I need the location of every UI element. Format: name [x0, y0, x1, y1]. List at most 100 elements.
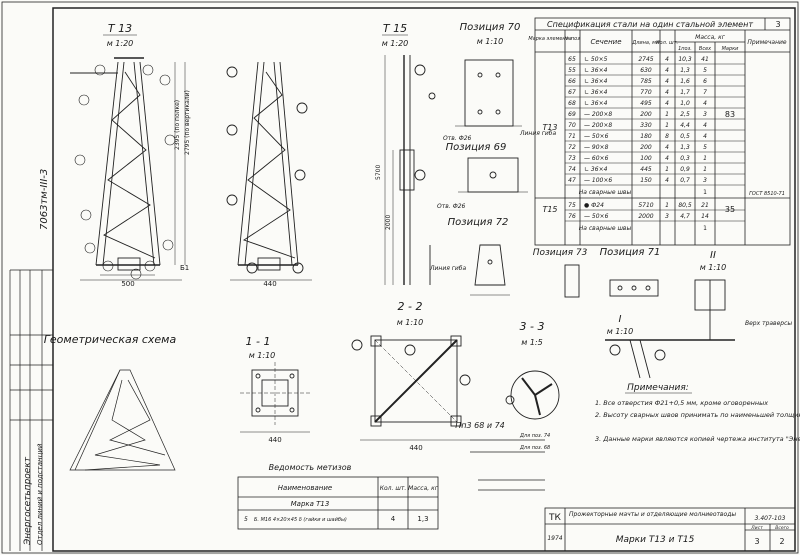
- spec-cell-qty: 4: [665, 100, 669, 107]
- sec11-scale: м 1:10: [249, 351, 276, 360]
- title-block-grid: [544, 507, 796, 552]
- spec-h-mass: Масса, кг: [695, 34, 726, 41]
- spec-t13-welds: 1: [703, 189, 707, 196]
- stamp-number: 7063тм-III-3: [39, 169, 50, 230]
- spec-cell-m_all: 4: [703, 122, 707, 129]
- spec-cell-m1: 10,3: [678, 56, 692, 63]
- pos69-plate: [458, 157, 528, 193]
- pos70-linia: Линия гиба: [519, 130, 557, 137]
- spec-cell-pos: 73: [568, 155, 576, 162]
- bolts-h-qty: Кол. шт.: [380, 485, 407, 492]
- spec-cell-pos: 75: [568, 202, 576, 209]
- spec-cell-length: 770: [640, 89, 652, 96]
- pp-dlya68: Для поз. 68: [519, 445, 550, 451]
- spec-cell-qty: 4: [665, 67, 669, 74]
- spec-cell-m_all: 3: [703, 177, 707, 184]
- t15-dim-h2: 2000: [385, 215, 392, 230]
- title-code: ТК: [548, 513, 561, 523]
- title-h-sheet: Лист: [750, 525, 763, 531]
- spec-cell-qty: 1: [665, 122, 669, 129]
- spec-cell-m_all: 14: [701, 213, 709, 220]
- spec-cell-qty: 4: [665, 56, 669, 63]
- spec-cell-m1: 1,3: [680, 144, 690, 151]
- spec-cell-m_all: 4: [703, 133, 707, 140]
- bolts-row-pos: 5: [244, 516, 248, 523]
- t13-dim-h1: 2395 (по полке): [174, 100, 181, 150]
- spec-cell-section: ∟ 36×4: [584, 67, 608, 74]
- spec-cell-length: 100: [640, 155, 652, 162]
- title-year: 1974: [547, 535, 562, 542]
- title-subtitle: Марки Т13 и Т15: [616, 535, 695, 545]
- spec-cell-m_all: 6: [703, 78, 707, 85]
- pos70-scale: м 1:10: [477, 37, 504, 46]
- pos70-plate: [428, 59, 522, 127]
- pos73-plate: [564, 264, 580, 298]
- spec-cell-m_all: 41: [701, 56, 709, 63]
- bolts-mark: Марка Т13: [291, 500, 330, 508]
- title-h-sheets: Всего: [775, 525, 789, 531]
- spec-h-m1: 1поз.: [678, 46, 692, 52]
- spec-cell-length: 495: [640, 100, 652, 107]
- spec-cell-section: ● Ф24: [584, 202, 604, 209]
- spec-cell-pos: 74: [568, 166, 576, 173]
- spec-cell-length: 5710: [638, 202, 653, 209]
- spec-cell-pos: 55: [568, 67, 576, 74]
- t13-elevation-b: [226, 61, 312, 281]
- geom-title: Геометрическая схема: [44, 333, 177, 346]
- pos70-title: Позиция 70: [460, 22, 521, 33]
- pos72-title: Позиция 72: [448, 217, 509, 228]
- sec22-title: 2 - 2: [398, 300, 423, 313]
- spec-cell-length: 630: [640, 67, 652, 74]
- spec-cell-qty: 3: [665, 213, 669, 220]
- spec-cell-qty: 8: [665, 133, 669, 140]
- detailI-drawing: [605, 339, 735, 379]
- spec-h-note: Примечание: [747, 39, 786, 46]
- spec-cell-m_all: 4: [703, 100, 707, 107]
- spec-cell-m1: 0,7: [680, 177, 690, 184]
- spec-cell-section: — 100×6: [584, 177, 612, 184]
- spec-cell-qty: 4: [665, 144, 669, 151]
- spec-cell-m1: 1,7: [680, 89, 690, 96]
- spec-cell-qty: 4: [665, 155, 669, 162]
- pos72-plate: [429, 244, 510, 296]
- t15-scale: м 1:20: [382, 39, 409, 48]
- spec-cell-pos: 71: [568, 133, 576, 140]
- spec-cell-m1: 4,7: [680, 213, 690, 220]
- bolts-row-qty: 4: [391, 515, 396, 523]
- pos71-plate: [609, 279, 659, 297]
- spec-cell-section: ∟ 36×4: [584, 100, 608, 107]
- spec-cell-m1: 80,5: [678, 202, 692, 209]
- spec-cell-section: ∟ 36×4: [584, 89, 608, 96]
- spec-cell-length: 445: [640, 166, 652, 173]
- spec-cell-m_all: 1: [703, 166, 707, 173]
- sec11-dim: 440: [268, 436, 281, 444]
- t13-dim-bottom: 500: [121, 280, 134, 288]
- spec-cell-m1: 1,0: [680, 100, 690, 107]
- spec-cell-m_all: 5: [703, 144, 707, 151]
- sec22-drawing: [351, 335, 471, 441]
- sec22-scale: м 1:10: [397, 318, 424, 327]
- inner-frame: [52, 7, 796, 552]
- title-main: Прожекторные мачты и отделяющие молниеот…: [569, 511, 736, 518]
- spec-cell-m1: 2,5: [680, 111, 690, 118]
- pos71-title: Позиция 71: [600, 247, 661, 258]
- sec22-dim: 440: [409, 444, 422, 452]
- t15-elevation: [384, 55, 426, 285]
- bolts-title: Ведомость метизов: [269, 463, 352, 472]
- detailII-title: II: [710, 250, 716, 261]
- spec-cell-qty: 1: [665, 111, 669, 118]
- spec-cell-m1: 0,5: [680, 133, 690, 140]
- detailI-title: I: [619, 314, 622, 325]
- sheet-number: 3: [775, 20, 780, 29]
- bolts-h-mass: Масса, кг: [408, 485, 439, 492]
- left-stamp: [9, 269, 53, 551]
- spec-cell-pos: 76: [568, 213, 576, 220]
- spec-t15-total: 35: [725, 205, 735, 214]
- spec-cell-section: — 90×8: [584, 144, 609, 151]
- spec-cell-m1: 0,3: [680, 155, 690, 162]
- pos72-linia: Линия гиба: [429, 265, 467, 272]
- spec-cell-pos: 65: [568, 56, 576, 63]
